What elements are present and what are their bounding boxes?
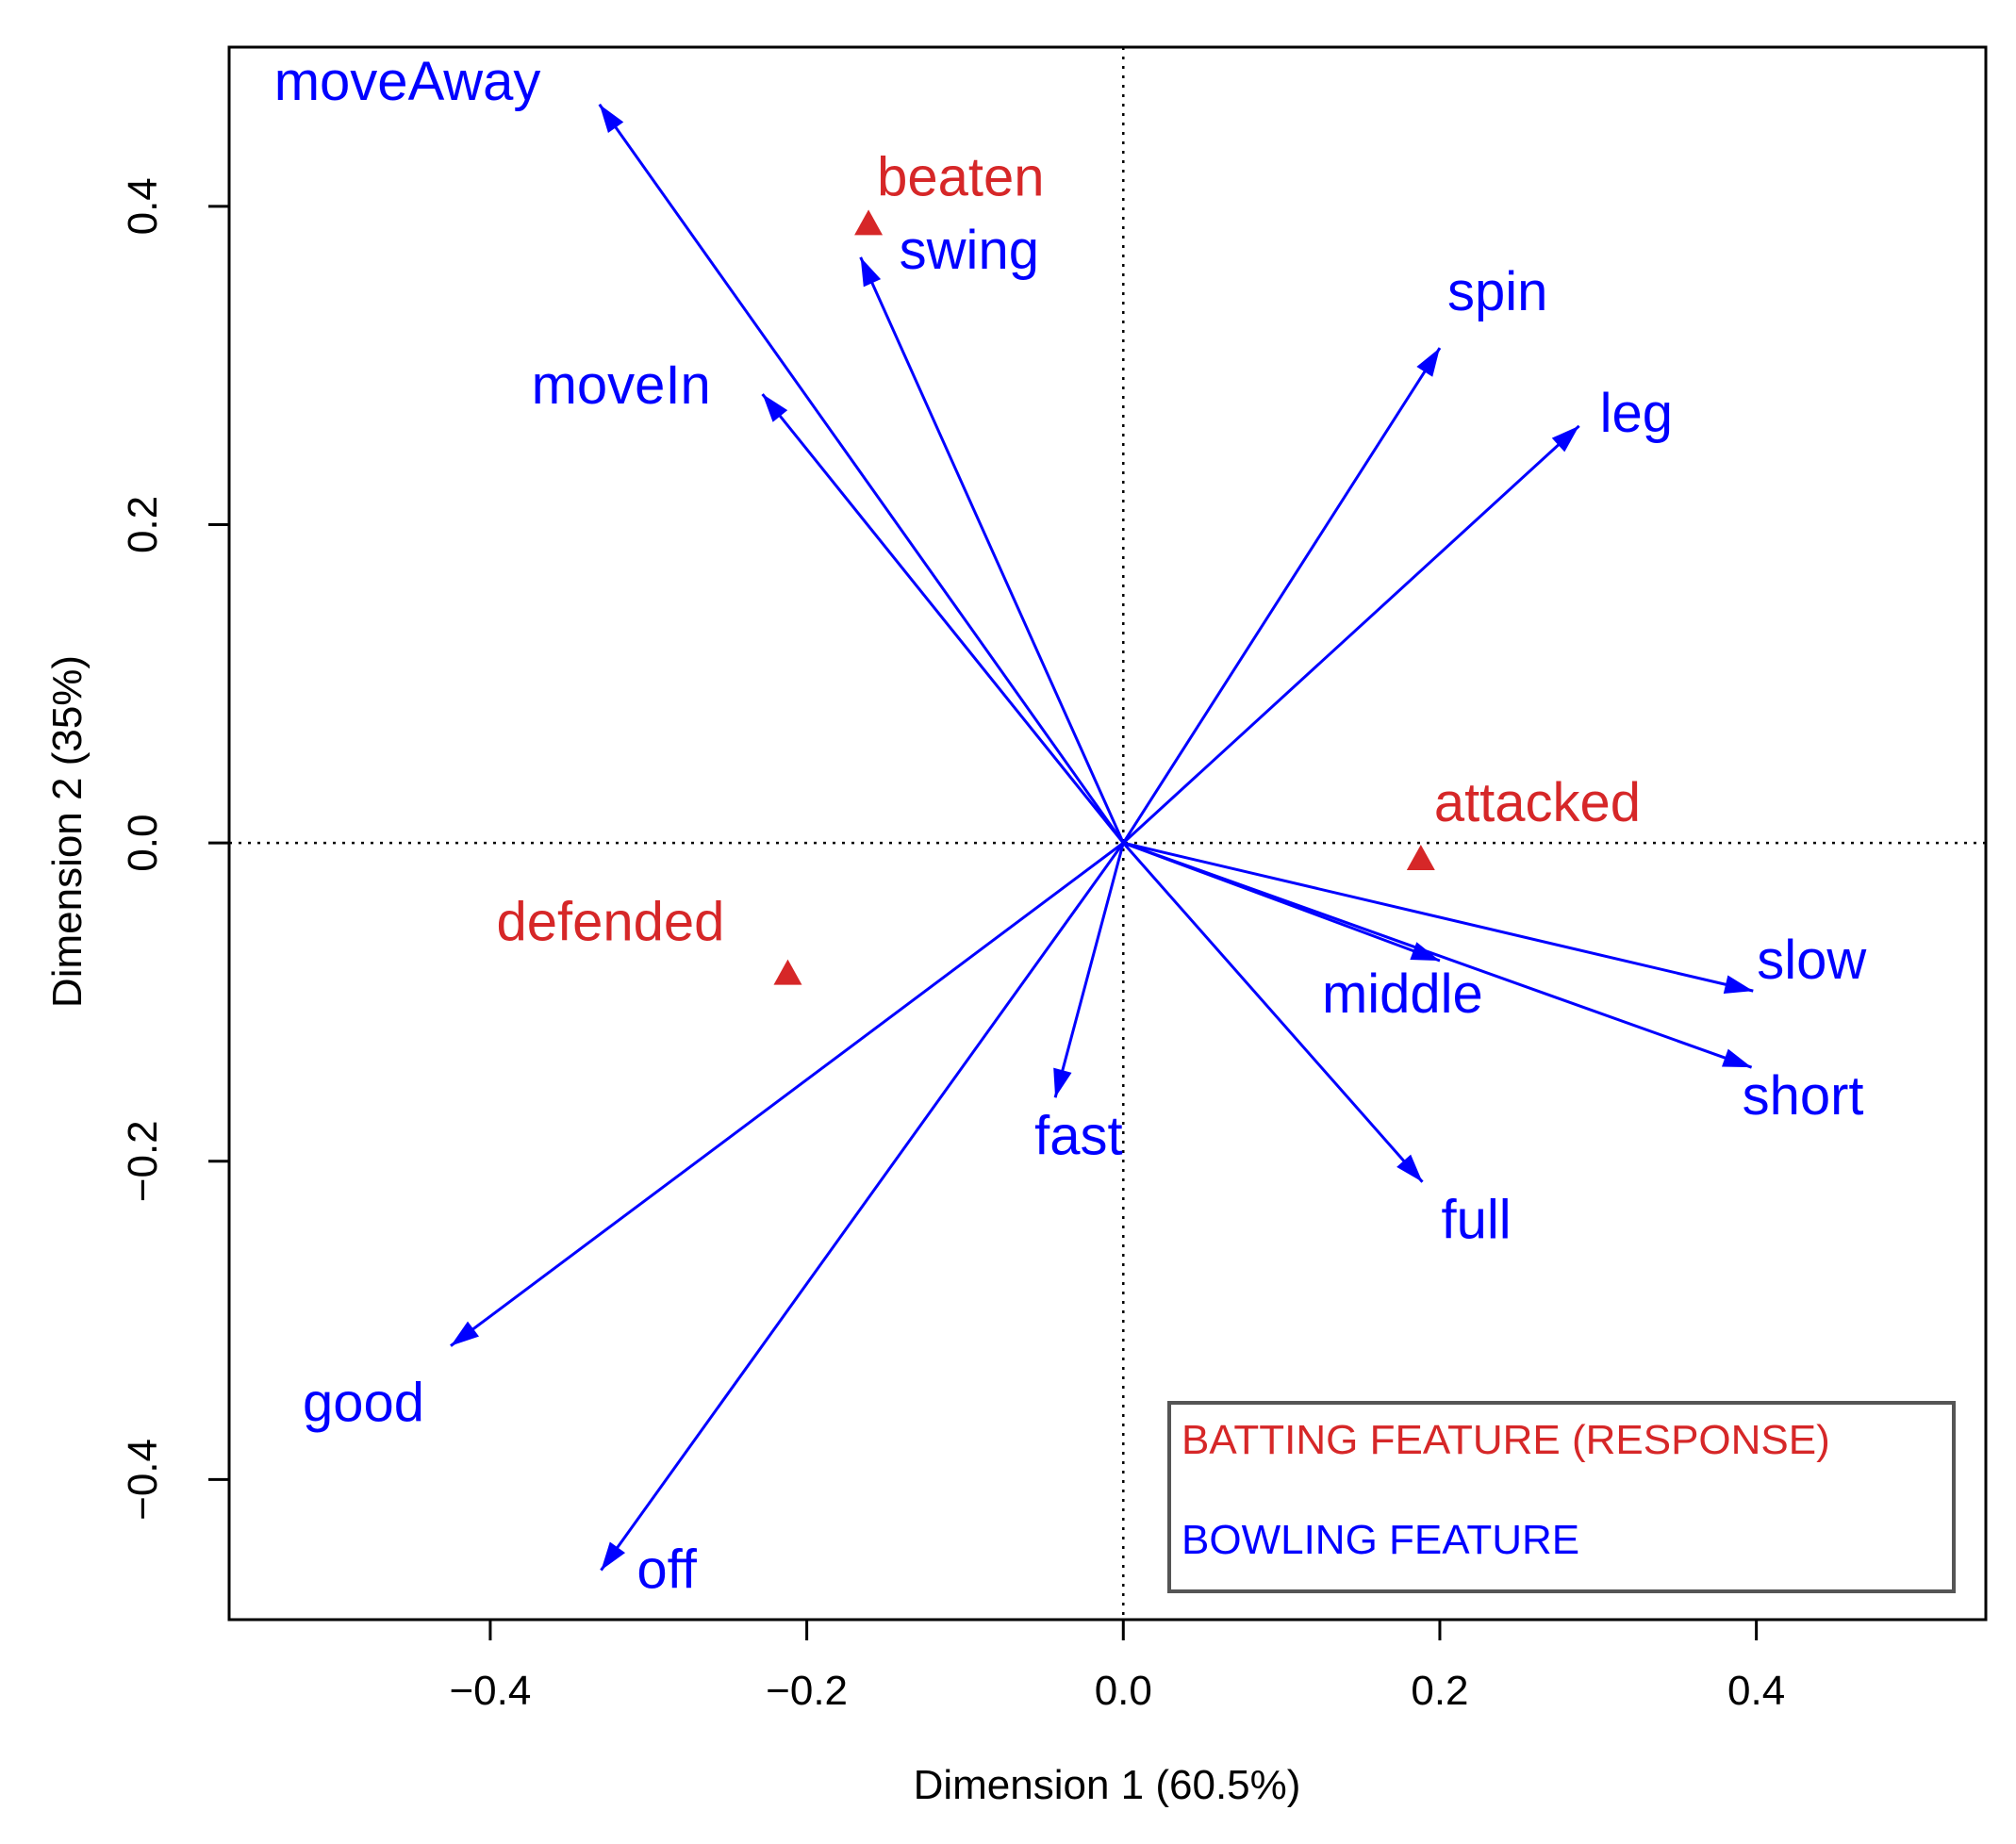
arrow-good: [450, 841, 1125, 1347]
arrow-slow: [1122, 841, 1754, 993]
y-tick-label: −0.2: [120, 1120, 166, 1202]
y-tick-label: 0.0: [120, 815, 166, 872]
y-tick-label: 0.4: [120, 177, 166, 235]
arrowhead-moveIn: [762, 394, 788, 422]
arrow-label-full: full: [1441, 1190, 1511, 1251]
arrowhead-off: [601, 1541, 626, 1571]
arrow-label-middle: middle: [1322, 963, 1483, 1025]
x-axis-title: Dimension 1 (60.5%): [914, 1762, 1301, 1808]
y-tick-label: −0.4: [120, 1439, 166, 1521]
arrow-label-short: short: [1743, 1065, 1864, 1127]
point-label-beaten: beaten: [877, 146, 1044, 207]
arrowhead-short: [1721, 1048, 1752, 1068]
arrow-label-leg: leg: [1600, 383, 1673, 444]
x-tick-label: 0.2: [1411, 1668, 1468, 1714]
x-tick-label: −0.2: [766, 1668, 848, 1714]
plot-frame: [227, 45, 1988, 1622]
arrow-swing: [859, 256, 1125, 844]
x-tick-label: 0.4: [1727, 1668, 1785, 1714]
arrowhead-spin: [1416, 348, 1440, 377]
arrow-moveIn: [761, 393, 1125, 845]
arrow-spin: [1122, 347, 1442, 844]
arrow-full: [1122, 842, 1424, 1183]
arrow-label-spin: spin: [1447, 261, 1547, 322]
y-tick-label: 0.2: [120, 496, 166, 553]
arrow-label-moveAway: moveAway: [274, 51, 541, 112]
arrow-short: [1122, 841, 1753, 1069]
arrow-label-good: good: [303, 1373, 424, 1434]
arrowhead-swing: [860, 256, 882, 288]
arrow-label-off: off: [636, 1539, 697, 1601]
triangle-defended: [773, 959, 802, 985]
y-axis: −0.4 −0.2 0.0 0.2 0.4: [120, 177, 229, 1521]
arrowhead-moveAway: [599, 104, 624, 134]
arrow-label-fast: fast: [1034, 1105, 1123, 1166]
x-axis: −0.4 −0.2 0.0 0.2 0.4: [449, 1620, 1785, 1714]
reference-lines: [229, 47, 1986, 1620]
arrowhead-leg: [1551, 425, 1579, 453]
legend-box: [1167, 1401, 1956, 1593]
point-label-attacked: attacked: [1434, 772, 1641, 833]
arrowhead-slow: [1723, 975, 1754, 995]
arrowhead-fast: [1053, 1067, 1072, 1098]
batting-feature-points: beaten attacked defended: [496, 146, 1641, 985]
triangle-attacked: [1406, 845, 1435, 871]
legend-entry-bowling: BOWLING FEATURE: [1182, 1517, 1579, 1563]
arrowhead-full: [1396, 1154, 1423, 1182]
point-label-defended: defended: [496, 892, 724, 953]
legend-entry-batting: BATTING FEATURE (RESPONSE): [1182, 1417, 1830, 1463]
x-tick-label: 0.0: [1095, 1668, 1152, 1714]
arrow-label-moveIn: moveIn: [532, 354, 711, 416]
arrow-off: [600, 842, 1125, 1572]
arrow-label-slow: slow: [1757, 930, 1867, 991]
triangle-beaten: [854, 209, 884, 236]
arrow-moveAway: [598, 103, 1125, 844]
legend: BATTING FEATURE (RESPONSE) BOWLING FEATU…: [1167, 1401, 1956, 1593]
arrow-fast: [1053, 842, 1125, 1098]
arrowhead-good: [450, 1321, 479, 1346]
arrow-leg: [1122, 424, 1580, 845]
arrow-label-swing: swing: [900, 220, 1039, 281]
x-tick-label: −0.4: [449, 1668, 531, 1714]
y-axis-title: Dimension 2 (35%): [44, 655, 91, 1008]
